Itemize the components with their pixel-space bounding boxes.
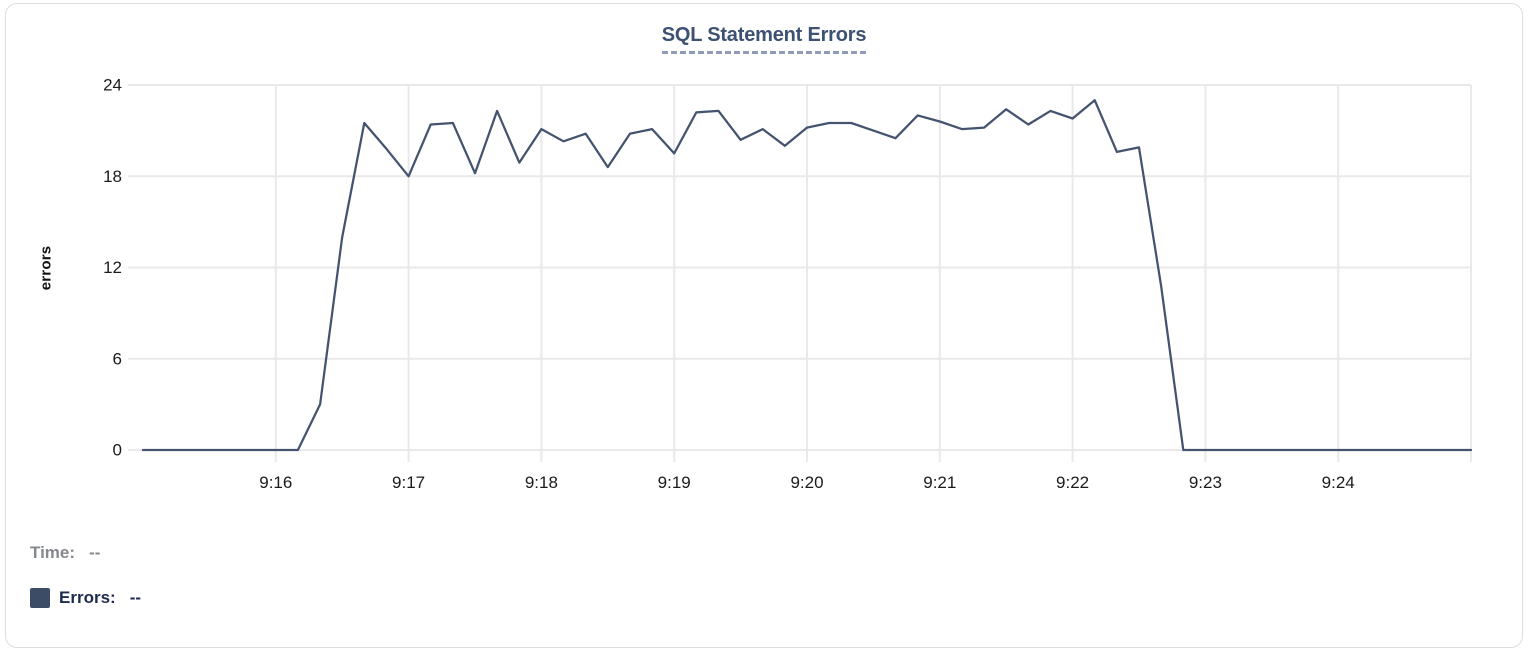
x-tick-label: 9:17 <box>392 473 425 492</box>
x-tick-label: 9:21 <box>923 473 956 492</box>
chart-title[interactable]: SQL Statement Errors <box>661 24 866 54</box>
errors-series-line <box>141 99 1473 452</box>
x-tick-label: 9:24 <box>1322 473 1355 492</box>
time-value: -- <box>89 543 101 562</box>
y-tick-label: 6 <box>113 349 122 368</box>
chart-header: SQL Statement Errors <box>0 24 1528 54</box>
errors-value: -- <box>129 588 142 607</box>
y-tick-label: 24 <box>103 76 122 95</box>
x-tick-label: 9:18 <box>525 473 558 492</box>
y-tick-label: 12 <box>103 258 122 277</box>
legend-errors-row: Errors: -- <box>30 588 141 608</box>
x-tick-label: 9:19 <box>658 473 691 492</box>
errors-label: Errors: <box>59 588 116 607</box>
time-label: Time: <box>30 543 76 562</box>
x-tick-label: 9:16 <box>259 473 292 492</box>
errors-series-swatch <box>30 588 50 608</box>
legend-time-row: Time: -- <box>30 543 100 563</box>
y-tick-label: 18 <box>103 167 122 186</box>
chart-card <box>5 3 1523 648</box>
y-tick-label: 0 <box>113 441 122 460</box>
x-tick-label: 9:22 <box>1056 473 1089 492</box>
x-tick-label: 9:20 <box>790 473 823 492</box>
plot-area[interactable]: 0 6 12 18 24 9:16 9:17 9:18 9:19 9:20 9:21 9:22 9:23… <box>0 0 1528 512</box>
x-tick-label: 9:23 <box>1189 473 1222 492</box>
